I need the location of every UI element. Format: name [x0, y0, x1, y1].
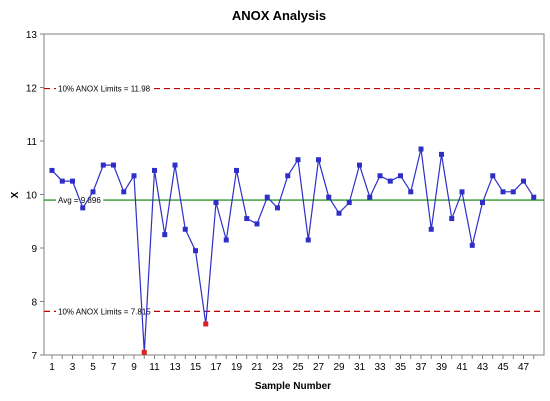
- data-point: [70, 178, 75, 184]
- data-point: [254, 221, 260, 227]
- data-point: [439, 151, 444, 157]
- data-point: [244, 216, 250, 222]
- x-tick-label: 21: [251, 362, 263, 373]
- data-point: [357, 162, 362, 168]
- y-tick-label: 9: [31, 244, 37, 255]
- data-point: [172, 162, 178, 168]
- data-point: [121, 189, 127, 195]
- y-tick-label: 11: [27, 137, 38, 148]
- x-axis-title: Sample Number: [255, 381, 331, 392]
- y-tick-label: 10: [26, 191, 38, 202]
- series-line: [51, 148, 535, 353]
- x-tick-label: 31: [354, 362, 366, 373]
- data-point: [213, 200, 219, 206]
- x-tick-label: 43: [477, 362, 489, 373]
- data-point: [408, 189, 414, 195]
- data-point: [162, 232, 168, 238]
- x-tick-label: 45: [497, 362, 509, 373]
- data-point: [346, 200, 352, 206]
- data-point: [285, 173, 291, 179]
- data-point: [500, 189, 506, 195]
- reference-label-background: [56, 84, 153, 94]
- data-point: [49, 167, 55, 173]
- data-point: [398, 173, 403, 179]
- x-tick-label: 37: [415, 362, 427, 373]
- data-point: [336, 210, 342, 216]
- data-point: [531, 194, 537, 200]
- x-tick-label: 19: [231, 362, 243, 373]
- data-point: [152, 167, 157, 173]
- x-tick-label: 17: [210, 362, 222, 373]
- data-point: [428, 226, 434, 232]
- x-tick-label: 9: [131, 362, 137, 373]
- data-point: [275, 205, 280, 211]
- y-tick-label: 12: [26, 84, 38, 95]
- data-point: [193, 248, 198, 254]
- x-tick-label: 13: [169, 362, 181, 373]
- y-tick-label: 8: [31, 298, 37, 309]
- data-point: [90, 189, 96, 195]
- x-tick-label: 15: [190, 362, 202, 373]
- x-tick-label: 3: [70, 362, 76, 373]
- chart-title: ANOX Analysis: [232, 8, 326, 23]
- reference-label-background: [56, 307, 154, 317]
- x-tick-label: 5: [90, 362, 96, 373]
- data-point: [459, 189, 465, 195]
- data-point: [377, 173, 383, 179]
- x-tick-label: 27: [313, 362, 325, 373]
- reference-line-label: 10% ANOX Limits = 7.815: [58, 307, 151, 316]
- data-point: [223, 237, 229, 243]
- data-point: [111, 162, 116, 168]
- x-tick-label: 35: [395, 362, 407, 373]
- y-axis-title: X: [10, 191, 21, 198]
- data-point: [264, 194, 270, 200]
- data-point: [469, 242, 475, 248]
- data-point: [418, 146, 424, 152]
- data-point: [490, 173, 496, 179]
- data-point: [510, 189, 516, 195]
- data-point: [305, 237, 311, 243]
- data-point: [131, 173, 137, 179]
- data-point: [203, 321, 209, 327]
- x-tick-label: 23: [272, 362, 284, 373]
- data-point: [521, 178, 526, 184]
- x-tick-label: 7: [111, 362, 117, 373]
- data-point: [316, 157, 321, 163]
- data-point: [182, 226, 188, 232]
- x-tick-label: 29: [333, 362, 345, 373]
- x-tick-label: 1: [49, 362, 55, 373]
- data-point: [80, 205, 86, 211]
- x-tick-label: 47: [518, 362, 530, 373]
- data-point: [367, 194, 373, 200]
- data-point: [387, 178, 393, 184]
- data-point: [295, 157, 301, 163]
- data-point: [141, 349, 147, 355]
- x-tick-label: 11: [149, 362, 160, 373]
- data-point: [100, 162, 106, 168]
- y-tick-label: 7: [31, 351, 37, 362]
- data-point: [326, 194, 332, 200]
- reference-line-label: 10% ANOX Limits = 11.98: [58, 85, 151, 94]
- x-tick-label: 39: [436, 362, 448, 373]
- x-tick-label: 41: [456, 362, 468, 373]
- data-point: [234, 167, 239, 173]
- data-point: [59, 178, 65, 184]
- x-tick-label: 25: [292, 362, 304, 373]
- x-tick-label: 33: [374, 362, 386, 373]
- data-point: [449, 216, 455, 222]
- data-point: [480, 200, 485, 206]
- y-tick-label: 13: [26, 30, 38, 41]
